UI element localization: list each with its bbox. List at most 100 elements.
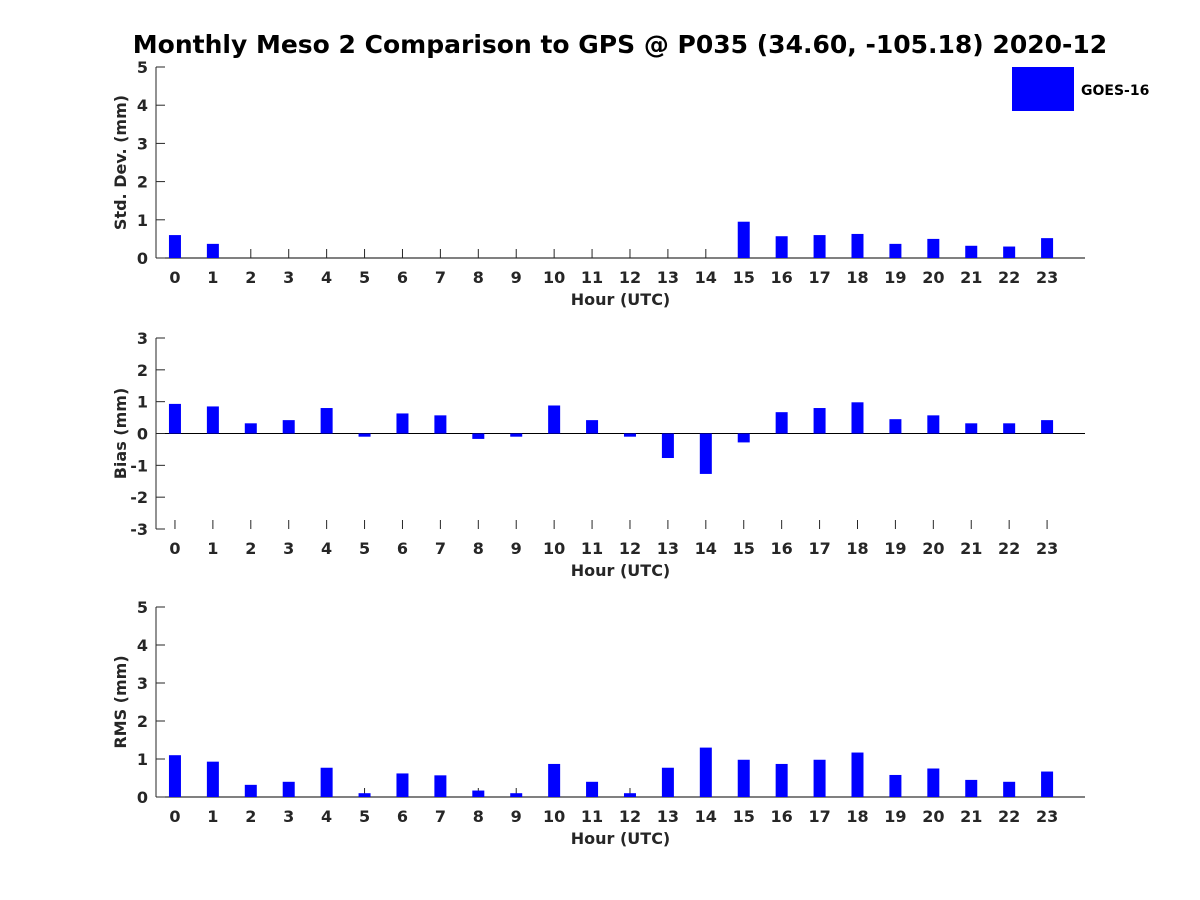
bar-hour-20 xyxy=(927,238,940,258)
y-tick-label: -3 xyxy=(130,520,148,539)
bar-hour-16 xyxy=(775,236,788,258)
y-axis-label: Std. Dev. (mm) xyxy=(111,95,130,230)
bar-hour-4 xyxy=(320,767,333,797)
y-tick-label: 3 xyxy=(137,329,148,348)
bar-hour-20 xyxy=(927,415,940,434)
bar-hour-18 xyxy=(851,402,864,434)
x-tick-label: 14 xyxy=(695,539,717,558)
x-tick-label: 0 xyxy=(169,539,180,558)
x-tick-label: 0 xyxy=(169,807,180,826)
x-tick-label: 10 xyxy=(543,807,565,826)
x-tick-label: 9 xyxy=(511,539,522,558)
y-tick-label: 1 xyxy=(137,211,148,230)
x-tick-label: 23 xyxy=(1036,539,1058,558)
bar-hour-22 xyxy=(1003,246,1016,258)
x-tick-label: 21 xyxy=(960,807,982,826)
bar-hour-1 xyxy=(206,243,219,258)
x-tick-label: 13 xyxy=(657,539,679,558)
bar-hour-1 xyxy=(206,406,219,434)
x-tick-label: 16 xyxy=(771,807,793,826)
x-tick-label: 5 xyxy=(359,807,370,826)
y-tick-label: 5 xyxy=(137,598,148,617)
bar-hour-11 xyxy=(586,781,599,797)
x-tick-label: 18 xyxy=(846,539,868,558)
x-tick-label: 13 xyxy=(657,807,679,826)
x-tick-label: 12 xyxy=(619,539,641,558)
bar-hour-6 xyxy=(396,773,409,797)
bar-hour-20 xyxy=(927,768,940,797)
bar-hour-14 xyxy=(699,433,712,474)
x-tick-label: 21 xyxy=(960,539,982,558)
bar-hour-10 xyxy=(548,763,561,797)
bar-hour-23 xyxy=(1041,238,1054,258)
bar-hour-21 xyxy=(965,423,978,434)
legend-label-goes-16: GOES-16 xyxy=(1081,83,1149,99)
x-tick-label: 17 xyxy=(808,268,830,287)
bar-hour-9 xyxy=(510,793,523,797)
x-tick-label: 5 xyxy=(359,268,370,287)
x-tick-label: 8 xyxy=(473,807,484,826)
x-tick-label: 9 xyxy=(511,268,522,287)
x-axis-label: Hour (UTC) xyxy=(571,290,671,309)
x-tick-label: 3 xyxy=(283,539,294,558)
x-tick-label: 2 xyxy=(245,268,256,287)
bar-hour-23 xyxy=(1041,771,1054,797)
x-tick-label: 6 xyxy=(397,807,408,826)
y-tick-label: -2 xyxy=(130,488,148,507)
x-tick-label: 10 xyxy=(543,268,565,287)
y-tick-label: 2 xyxy=(137,361,148,380)
x-tick-label: 23 xyxy=(1036,268,1058,287)
x-tick-label: 20 xyxy=(922,807,944,826)
x-tick-label: 16 xyxy=(771,539,793,558)
bar-hour-2 xyxy=(244,423,257,434)
x-tick-label: 11 xyxy=(581,268,603,287)
y-tick-label: 1 xyxy=(137,750,148,769)
x-tick-label: 1 xyxy=(207,539,218,558)
x-tick-label: 11 xyxy=(581,807,603,826)
x-tick-label: 8 xyxy=(473,539,484,558)
chart-title: Monthly Meso 2 Comparison to GPS @ P035 … xyxy=(132,30,1108,59)
y-tick-label: 3 xyxy=(137,674,148,693)
x-tick-label: 20 xyxy=(922,539,944,558)
bar-hour-17 xyxy=(813,235,826,258)
x-tick-label: 7 xyxy=(435,539,446,558)
x-axis-label: Hour (UTC) xyxy=(571,561,671,580)
x-tick-label: 14 xyxy=(695,807,717,826)
bar-hour-8 xyxy=(472,790,485,797)
y-tick-label: 4 xyxy=(137,96,148,115)
x-tick-label: 3 xyxy=(283,268,294,287)
bar-hour-15 xyxy=(737,759,750,797)
bar-hour-0 xyxy=(168,235,181,258)
x-tick-label: 4 xyxy=(321,807,332,826)
x-tick-label: 2 xyxy=(245,539,256,558)
bar-hour-7 xyxy=(434,415,447,434)
y-axis-label: RMS (mm) xyxy=(111,655,130,748)
y-tick-label: 0 xyxy=(137,249,148,268)
y-tick-label: 3 xyxy=(137,134,148,153)
y-tick-label: 2 xyxy=(137,173,148,192)
bar-hour-2 xyxy=(244,784,257,797)
x-tick-label: 22 xyxy=(998,807,1020,826)
bar-hour-8 xyxy=(472,433,485,439)
bar-hour-16 xyxy=(775,763,788,797)
bar-hour-19 xyxy=(889,774,902,797)
bar-hour-21 xyxy=(965,245,978,258)
bar-hour-3 xyxy=(282,420,295,434)
x-tick-label: 2 xyxy=(245,807,256,826)
bar-hour-3 xyxy=(282,781,295,797)
x-tick-label: 15 xyxy=(733,807,755,826)
x-tick-label: 4 xyxy=(321,539,332,558)
bar-hour-13 xyxy=(661,767,674,797)
x-tick-label: 12 xyxy=(619,807,641,826)
x-tick-label: 14 xyxy=(695,268,717,287)
x-tick-label: 19 xyxy=(884,268,906,287)
x-tick-label: 20 xyxy=(922,268,944,287)
bar-hour-15 xyxy=(737,221,750,258)
bar-hour-11 xyxy=(586,420,599,434)
x-tick-label: 13 xyxy=(657,268,679,287)
x-tick-label: 7 xyxy=(435,807,446,826)
bar-hour-14 xyxy=(699,747,712,797)
y-tick-label: 5 xyxy=(137,58,148,77)
x-tick-label: 9 xyxy=(511,807,522,826)
x-tick-label: 15 xyxy=(733,268,755,287)
